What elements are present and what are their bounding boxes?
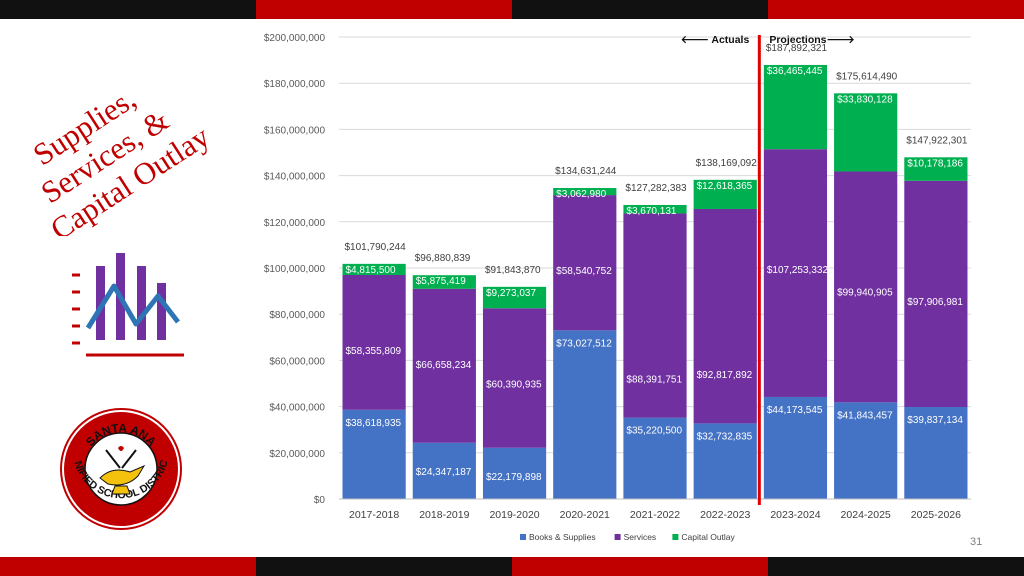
- top-color-band: [0, 0, 1024, 20]
- bar-capital-outlay-2022-2023: [693, 179, 757, 209]
- data-label: $39,837,134: [907, 415, 963, 426]
- data-label: $3,670,131: [626, 206, 676, 217]
- bar-services-2024-2025: [834, 171, 898, 403]
- data-label: $92,817,892: [697, 370, 753, 381]
- legend-swatch: [614, 534, 621, 540]
- bar-services-2017-2018: [342, 274, 406, 410]
- legend-entry: Services: [624, 532, 657, 542]
- data-label: $73,027,512: [556, 338, 612, 349]
- data-label: $10,178,186: [907, 158, 963, 169]
- y-tick-label: $0: [314, 495, 326, 506]
- total-label: $147,922,301: [906, 135, 968, 146]
- x-tick-label: 2025-2026: [911, 509, 961, 521]
- total-label: $138,169,092: [696, 158, 758, 169]
- y-tick-label: $140,000,000: [264, 172, 326, 183]
- data-label: $97,906,981: [907, 297, 963, 308]
- bar-capital-outlay-2023-2024: [763, 64, 828, 150]
- bar-capital-outlay-2020-2021: [553, 188, 617, 196]
- slide-title: Supplies, Services, & Capital Outlay: [14, 66, 224, 247]
- data-label: $32,732,835: [697, 431, 753, 442]
- data-label: $12,618,365: [697, 181, 753, 192]
- bar-books-supplies-2018-2019: [412, 442, 476, 499]
- bar-chart-icon: [66, 250, 186, 360]
- y-tick-label: $100,000,000: [264, 264, 326, 275]
- total-label: $127,282,383: [625, 183, 687, 194]
- data-label: $107,253,332: [767, 265, 829, 276]
- bar-capital-outlay-2024-2025: [834, 93, 898, 172]
- x-tick-label: 2021-2022: [630, 509, 680, 521]
- data-label: $3,062,980: [556, 189, 606, 200]
- total-label: $175,614,490: [836, 71, 898, 82]
- data-label: $5,875,419: [416, 276, 466, 287]
- x-tick-label: 2022-2023: [700, 509, 750, 521]
- legend-entry: Books & Supplies: [529, 532, 596, 542]
- legend-entry: Capital Outlay: [681, 532, 735, 542]
- bar-books-supplies-2025-2026: [904, 406, 968, 499]
- data-label: $41,843,457: [837, 410, 893, 421]
- bar-books-supplies-2023-2024: [763, 396, 828, 499]
- bar-services-2022-2023: [693, 208, 757, 424]
- y-tick-label: $20,000,000: [269, 449, 325, 460]
- y-tick-label: $200,000,000: [264, 33, 326, 44]
- data-label: $9,273,037: [486, 288, 536, 299]
- data-label: $22,179,898: [486, 472, 542, 483]
- bar-services-2023-2024: [763, 149, 828, 397]
- data-label: $58,540,752: [556, 266, 612, 277]
- bar-capital-outlay-2025-2026: [904, 157, 968, 181]
- x-tick-label: 2018-2019: [419, 509, 469, 521]
- data-label: $36,465,445: [767, 66, 823, 77]
- bar-capital-outlay-2019-2020: [482, 286, 547, 309]
- y-tick-label: $40,000,000: [269, 403, 325, 414]
- data-label: $4,815,500: [346, 265, 396, 276]
- page-number: 31: [970, 536, 983, 548]
- total-label: $187,892,321: [766, 43, 828, 54]
- bar-books-supplies-2020-2021: [553, 330, 617, 499]
- x-tick-label: 2019-2020: [489, 509, 539, 521]
- total-label: $91,843,870: [485, 265, 541, 276]
- data-label: $38,618,935: [346, 418, 402, 429]
- data-label: $44,173,545: [767, 405, 823, 416]
- y-tick-label: $60,000,000: [269, 356, 325, 367]
- total-label: $96,880,839: [415, 253, 471, 264]
- bar-books-supplies-2019-2020: [482, 447, 547, 499]
- y-tick-label: $120,000,000: [264, 218, 326, 229]
- bar-services-2019-2020: [482, 308, 547, 448]
- bar-capital-outlay-2018-2019: [412, 275, 476, 289]
- lamp-icon: [99, 446, 146, 495]
- bottom-color-band: [0, 557, 1024, 576]
- data-label: $99,940,905: [837, 287, 893, 298]
- legend-swatch: [672, 534, 679, 540]
- bar-services-2018-2019: [412, 288, 476, 443]
- x-tick-label: 2024-2025: [841, 509, 891, 521]
- district-seal-logo: SANTA ANA UNIFIED SCHOOL DISTRICT: [56, 399, 182, 530]
- bar-services-2025-2026: [904, 180, 968, 407]
- data-label: $60,390,935: [486, 379, 542, 390]
- bar-books-supplies-2017-2018: [342, 409, 406, 499]
- data-label: $66,658,234: [416, 360, 472, 371]
- projections-label: Projections🡒: [769, 34, 854, 46]
- y-tick-label: $80,000,000: [269, 310, 325, 321]
- data-label: $88,391,751: [626, 374, 682, 385]
- bar-books-supplies-2024-2025: [834, 402, 898, 499]
- data-label: $33,830,128: [837, 94, 893, 105]
- y-tick-label: $180,000,000: [264, 79, 326, 90]
- data-label: $58,355,809: [346, 346, 402, 357]
- bar-services-2021-2022: [623, 213, 687, 418]
- bar-books-supplies-2022-2023: [693, 423, 757, 499]
- actuals-label: 🡐 Actuals: [681, 34, 750, 46]
- x-tick-label: 2017-2018: [349, 509, 399, 521]
- bar-books-supplies-2021-2022: [623, 417, 687, 499]
- legend-swatch: [520, 534, 526, 540]
- data-label: $24,347,187: [416, 467, 472, 478]
- data-label: $35,220,500: [626, 426, 682, 437]
- y-tick-label: $160,000,000: [264, 125, 326, 136]
- total-label: $101,790,244: [345, 242, 407, 253]
- total-label: $134,631,244: [555, 166, 617, 177]
- x-tick-label: 2023-2024: [770, 509, 820, 521]
- bar-capital-outlay-2021-2022: [623, 204, 687, 214]
- x-tick-label: 2020-2021: [560, 509, 610, 521]
- bar-capital-outlay-2017-2018: [342, 263, 406, 275]
- stacked-bar-chart: $38,618,935 $58,355,809 $4,815,500 $101,790…: [240, 22, 1020, 552]
- bar-services-2020-2021: [553, 195, 617, 331]
